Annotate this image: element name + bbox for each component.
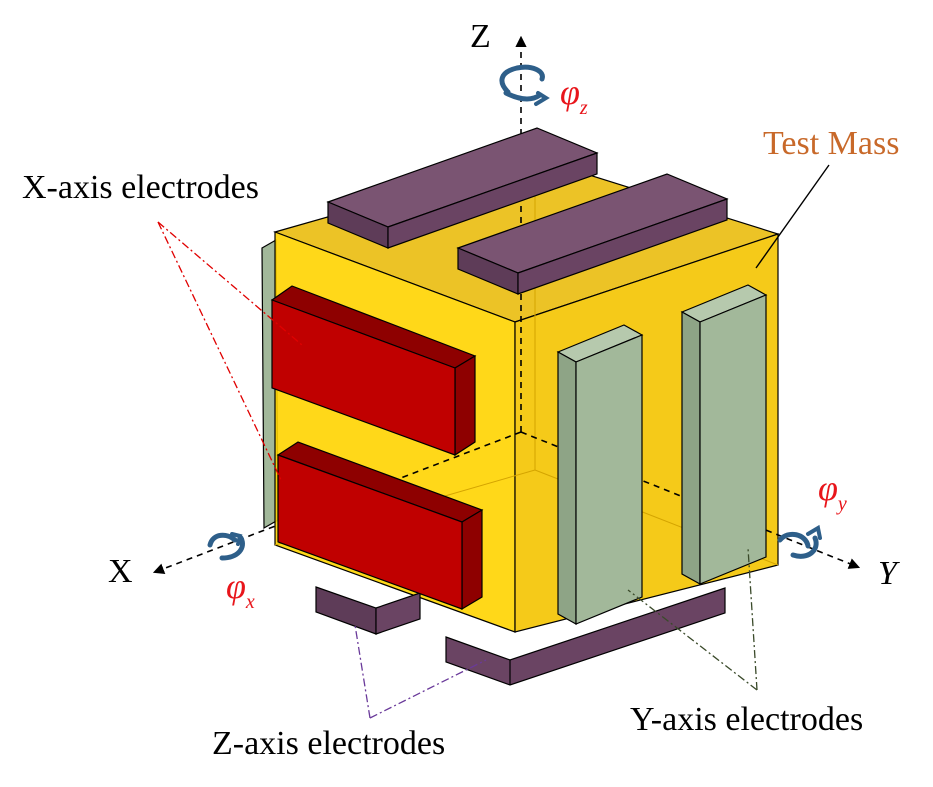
y-electrode-left xyxy=(556,324,644,626)
z-electrodes-label: Z-axis electrodes xyxy=(212,725,445,762)
y-axis-label: Y xyxy=(878,555,900,592)
x-electrode-upper xyxy=(270,285,477,457)
z-electrode-top-left xyxy=(326,127,599,249)
phi-x-label: φx xyxy=(226,566,255,613)
y-electrodes-leaders xyxy=(627,547,758,691)
y-electrode-right xyxy=(680,284,768,586)
rotation-z-icon xyxy=(499,64,550,106)
z-electrodes-leaders xyxy=(354,624,487,719)
test-mass-leader xyxy=(755,164,830,269)
z-electrode-top-right xyxy=(456,173,729,295)
z-electrode-bottom-right xyxy=(445,587,726,686)
phi-z-label: φz xyxy=(560,72,588,119)
z-axis-label: Z xyxy=(470,18,491,55)
x-electrodes-leaders xyxy=(157,221,303,483)
y-electrodes-label: Y-axis electrodes xyxy=(630,701,863,738)
z-electrode-bottom-left xyxy=(315,586,421,635)
rotation-y-icon xyxy=(777,524,822,559)
rotation-x-icon xyxy=(207,532,245,561)
phi-y-label: φy xyxy=(818,468,847,515)
x-electrodes-label: X-axis electrodes xyxy=(22,169,259,206)
x-electrode-lower xyxy=(276,441,484,611)
test-mass-label: Test Mass xyxy=(763,125,899,162)
x-axis-label: X xyxy=(108,553,133,590)
